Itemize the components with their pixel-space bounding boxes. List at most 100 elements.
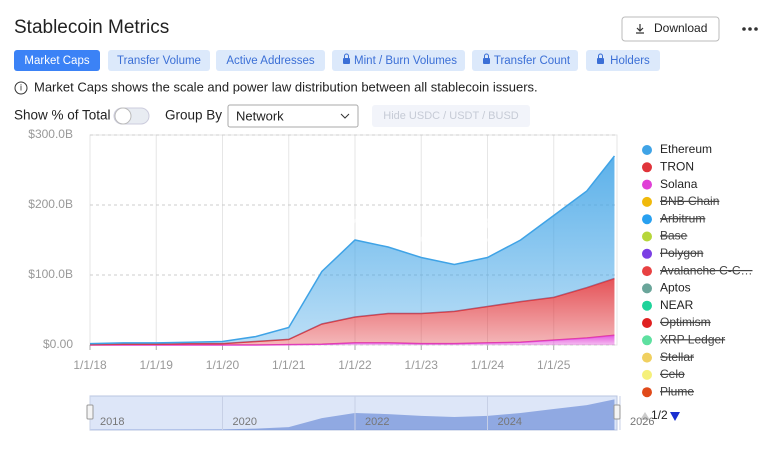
legend-dot xyxy=(642,300,652,311)
navigator-label: 2020 xyxy=(232,416,256,428)
tab-bg xyxy=(332,50,465,71)
legend-item[interactable]: Stellar xyxy=(642,350,694,364)
navigator-area xyxy=(90,399,615,430)
legend-label: Optimism xyxy=(660,315,711,329)
legend-item[interactable]: Polygon xyxy=(642,246,703,260)
tab-label: Active Addresses xyxy=(226,55,314,67)
legend-dot xyxy=(642,196,652,207)
group-by-label: Group By xyxy=(165,108,222,123)
chart: 1/1/18 1/1/19 1/1/20 1/1/21 1/1/22 1/1/23 1/1/… xyxy=(28,127,752,431)
x-tick-label: 1/1/18 xyxy=(73,358,107,372)
legend-label: XRP Ledger xyxy=(660,332,725,346)
legend-label: Plume xyxy=(660,384,694,398)
legend-dot xyxy=(642,318,652,328)
group-select[interactable]: Network xyxy=(227,104,359,128)
tab[interactable]: Holders xyxy=(586,50,660,71)
navigator-label: 2022 xyxy=(365,416,389,428)
x-tick-label: 1/1/22 xyxy=(338,358,372,372)
legend-prev[interactable] xyxy=(640,412,650,420)
x-tick-label: 1/1/23 xyxy=(405,358,439,372)
tab[interactable]: Transfer Count xyxy=(472,50,578,71)
area xyxy=(90,156,615,345)
legend-page: 1/2 xyxy=(651,408,668,422)
tab-bar: Market Caps Transfer Volume Active Address… xyxy=(14,50,660,71)
navigator-handle[interactable] xyxy=(86,404,94,420)
legend-item[interactable]: Arbitrum xyxy=(642,211,705,225)
lock-icon xyxy=(483,58,490,64)
hide-button[interactable]: Hide USDC / USDT / BUSD xyxy=(372,105,530,127)
more-menu[interactable] xyxy=(742,27,758,31)
x-tick-label: 1/1/25 xyxy=(537,358,571,372)
legend-dot xyxy=(642,231,652,242)
legend-label: Aptos xyxy=(660,281,691,295)
legend-item[interactable]: Avalanche C-C… xyxy=(642,263,752,277)
lock-icon xyxy=(597,58,604,64)
x-tick-label: 1/1/21 xyxy=(272,358,306,372)
legend-item[interactable]: Solana xyxy=(642,177,698,191)
legend-label: BNB Chain xyxy=(660,194,719,208)
legend-dot xyxy=(642,335,652,346)
legend-item[interactable]: XRP Ledger xyxy=(642,332,725,346)
tab-bg xyxy=(216,50,325,71)
legend-item[interactable]: Optimism xyxy=(642,315,711,329)
legend-label: Celo xyxy=(660,367,685,381)
x-tick-label: 1/1/20 xyxy=(206,358,240,372)
y-tick-label: $0.00 xyxy=(43,337,73,351)
download-label: Download xyxy=(654,21,707,35)
page-title: Stablecoin Metrics xyxy=(14,17,169,38)
legend-label: Avalanche C-C… xyxy=(660,263,752,277)
legend-label: Solana xyxy=(660,177,698,191)
tab[interactable]: Transfer Volume xyxy=(108,50,210,71)
legend-item[interactable]: Aptos xyxy=(642,281,691,295)
tab[interactable]: Mint / Burn Volumes xyxy=(332,50,465,71)
legend-item[interactable]: NEAR xyxy=(642,298,694,312)
legend-dot xyxy=(642,387,652,398)
legend-next[interactable] xyxy=(670,412,680,421)
legend-dot xyxy=(642,283,652,294)
tab[interactable]: Market Caps xyxy=(14,50,100,71)
tab-label: Market Caps xyxy=(24,55,89,67)
area-line xyxy=(89,155,616,345)
lock-shackle xyxy=(484,53,489,58)
legend-label: Arbitrum xyxy=(660,211,705,225)
legend-label: NEAR xyxy=(660,298,694,312)
y-tick-label: $100.0B xyxy=(28,267,73,281)
legend-label: Stellar xyxy=(660,350,694,364)
legend-item[interactable]: BNB Chain xyxy=(642,194,719,208)
legend-item[interactable]: Plume xyxy=(642,384,694,398)
tab-label: Holders xyxy=(610,55,650,67)
navigator-label: 2024 xyxy=(497,416,521,428)
info-icon-glyph: i xyxy=(20,82,22,92)
legend-item[interactable]: Base xyxy=(642,229,688,243)
tab-label: Transfer Count xyxy=(494,55,571,67)
lock-shackle xyxy=(344,53,349,58)
group-select-value: Network xyxy=(236,108,284,123)
show-percent-label: Show % of Total xyxy=(14,108,111,123)
legend-dot xyxy=(642,352,652,363)
lock-icon xyxy=(343,58,350,64)
download-button[interactable]: Download xyxy=(621,16,720,42)
legend-item[interactable]: Ethereum xyxy=(642,142,712,156)
navigator-label: 2026 xyxy=(630,416,654,428)
y-tick-label: $300.0B xyxy=(28,127,73,141)
legend-item[interactable]: TRON xyxy=(642,159,694,173)
info-icon xyxy=(14,81,28,95)
navigator-handle[interactable] xyxy=(613,404,621,420)
legend-dot xyxy=(642,145,652,155)
y-tick-label: $200.0B xyxy=(28,197,73,211)
percent-toggle[interactable] xyxy=(113,107,150,125)
legend-item[interactable]: Celo xyxy=(642,367,685,381)
x-tick-label: 1/1/19 xyxy=(140,358,174,372)
area xyxy=(90,278,615,345)
x-tick-label: 1/1/24 xyxy=(471,358,505,372)
legend-label: Base xyxy=(660,229,688,243)
legend-label: Polygon xyxy=(660,246,703,260)
tab[interactable]: Active Addresses xyxy=(216,50,325,71)
watermark-globe xyxy=(300,209,342,251)
legend-dot xyxy=(642,179,652,190)
navigator-label: 2018 xyxy=(100,416,124,428)
legend-label: TRON xyxy=(660,159,694,173)
tab-label: Mint / Burn Volumes xyxy=(354,55,457,67)
legend-dot xyxy=(642,214,652,225)
